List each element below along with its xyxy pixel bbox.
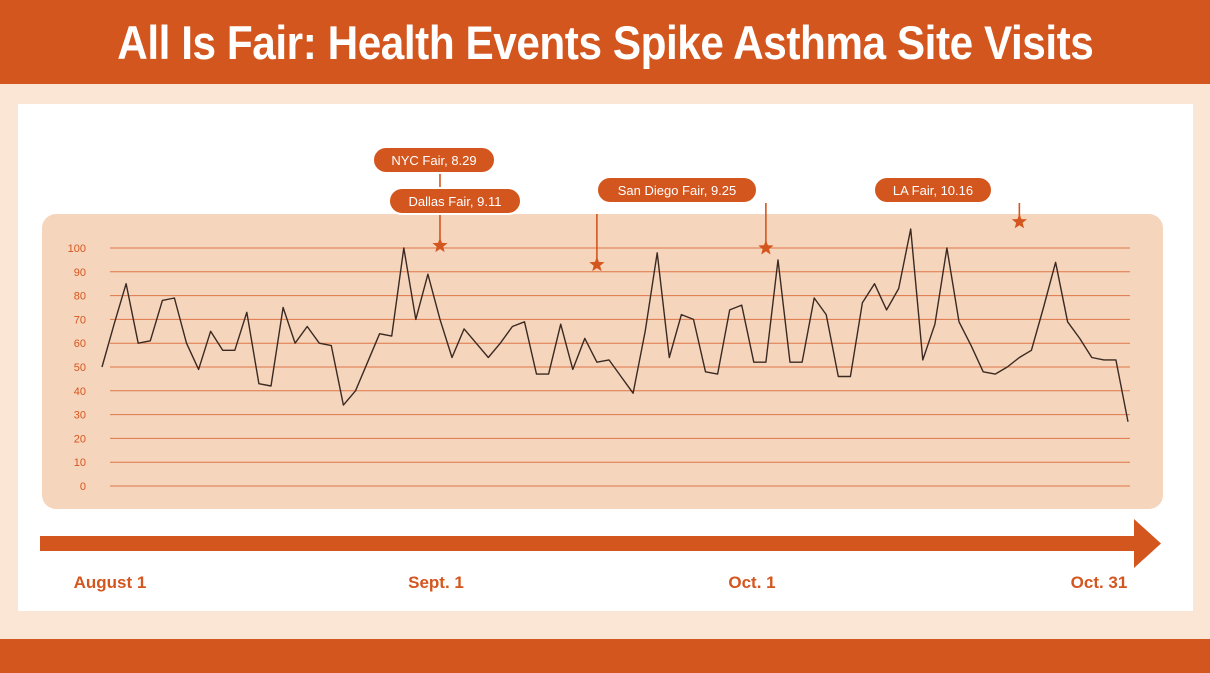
callout-label-la-fair-10-16: LA Fair, 10.16 bbox=[893, 183, 973, 198]
star-icon bbox=[432, 237, 448, 253]
callout-label-dallas-fair-9-11: Dallas Fair, 9.11 bbox=[409, 194, 502, 209]
timeline bbox=[40, 519, 1161, 568]
y-tick-label-20: 20 bbox=[74, 433, 86, 445]
y-tick-label-50: 50 bbox=[74, 362, 86, 374]
title-banner: All Is Fair: Health Events Spike Asthma … bbox=[0, 0, 1210, 84]
timeline-arrow-shaft bbox=[40, 536, 1140, 551]
y-tick-label-0: 0 bbox=[80, 481, 86, 493]
timeline-arrow-head bbox=[1134, 519, 1161, 568]
callout-label-san-diego-fair-9-25: San Diego Fair, 9.25 bbox=[618, 183, 737, 198]
y-tick-label-80: 80 bbox=[74, 291, 86, 303]
y-tick-label-40: 40 bbox=[74, 386, 86, 398]
time-label-sept-1: Sept. 1 bbox=[408, 573, 464, 592]
time-label-oct-1: Oct. 1 bbox=[728, 573, 775, 592]
y-tick-label-100: 100 bbox=[68, 243, 86, 255]
time-label-oct-31: Oct. 31 bbox=[1071, 573, 1128, 592]
star-icon bbox=[589, 256, 605, 272]
y-tick-label-10: 10 bbox=[74, 457, 86, 469]
star-icon bbox=[758, 240, 774, 255]
annotations: NYC Fair, 8.29 Dallas Fair, 9.11 San Diego… bbox=[372, 146, 1027, 272]
y-tick-label-90: 90 bbox=[74, 267, 86, 279]
callout-box-dallas-fair-9-11 bbox=[388, 187, 522, 215]
series-line bbox=[101, 228, 1129, 422]
time-labels: August 1 Sept. 1 Oct. 1 Oct. 31 bbox=[74, 573, 1128, 592]
star-icon bbox=[1011, 213, 1027, 229]
callout-box-la-fair-10-16 bbox=[873, 176, 993, 204]
y-tick-label-60: 60 bbox=[74, 338, 86, 350]
y-tick-label-30: 30 bbox=[74, 410, 86, 422]
callout-label-nyc-fair-8-29: NYC Fair, 8.29 bbox=[391, 153, 476, 168]
chart-title: All Is Fair: Health Events Spike Asthma … bbox=[116, 15, 1094, 69]
y-tick-label-70: 70 bbox=[74, 314, 86, 326]
callout-box-nyc-fair-8-29 bbox=[372, 146, 496, 174]
callout-box-san-diego-fair-9-25 bbox=[596, 176, 758, 204]
y-axis: 0 10 20 30 40 50 60 70 80 90 100 bbox=[68, 243, 86, 493]
time-label-august-1: August 1 bbox=[74, 573, 147, 592]
bottom-banner bbox=[0, 639, 1210, 673]
gridlines bbox=[110, 247, 1130, 487]
